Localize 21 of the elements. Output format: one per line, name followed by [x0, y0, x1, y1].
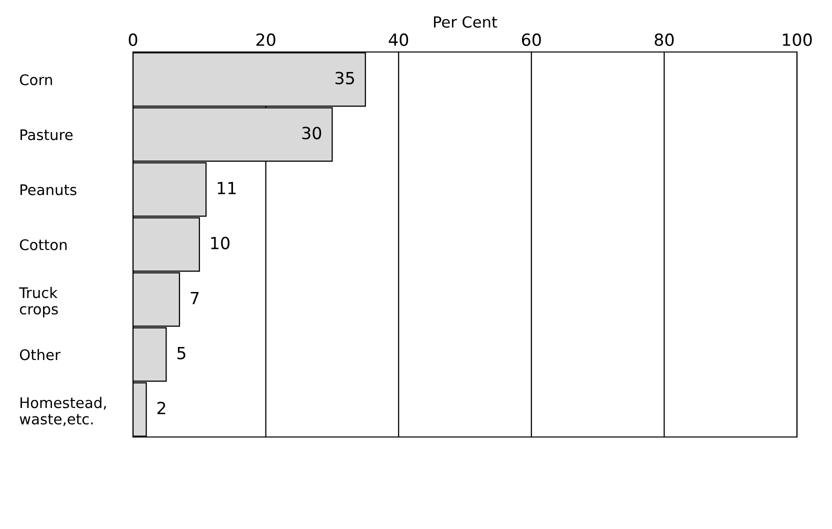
data-label: 5	[177, 346, 186, 360]
x-tick-label: 0	[128, 33, 138, 46]
x-axis-title: Per Cent	[434, 16, 498, 28]
y-tick-label: Other	[20, 348, 61, 360]
y-tick-label: Cotton	[20, 239, 67, 250]
y-tick-label: Corn	[20, 74, 52, 86]
x-tick-label: 80	[654, 33, 674, 46]
x-tick-label: 20	[256, 33, 276, 46]
data-label: 2	[157, 402, 166, 414]
data-label: 10	[211, 236, 230, 250]
data-label: 7	[190, 292, 199, 304]
y-tick-label: Peanuts	[20, 184, 76, 196]
y-tick-label: Homestead, waste,etc.	[20, 396, 106, 426]
y-tick-label: Truck crops	[19, 286, 58, 318]
y-tick-label: Pasture	[20, 129, 73, 140]
x-tick-label: 60	[522, 33, 541, 46]
data-label: 35	[336, 72, 354, 84]
data-label: 11	[218, 182, 236, 194]
x-tick-label: 40	[388, 33, 408, 46]
data-label: 30	[302, 126, 322, 140]
x-tick-label: 100	[782, 33, 812, 46]
